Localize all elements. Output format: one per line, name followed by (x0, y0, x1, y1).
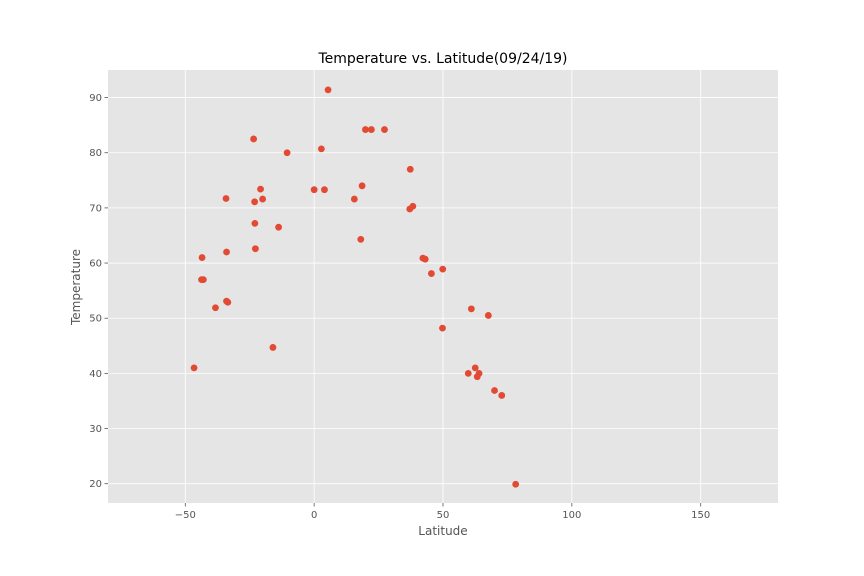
data-point (269, 344, 277, 351)
data-point (252, 245, 259, 253)
y-axis-label: Temperature (69, 249, 83, 326)
data-point (464, 369, 472, 377)
data-point (324, 86, 332, 94)
data-point (251, 219, 259, 227)
data-points (190, 86, 520, 488)
data-point (357, 235, 365, 243)
grid-lines (108, 70, 778, 503)
data-point (358, 182, 366, 190)
data-point (484, 312, 492, 319)
y-tick-label: 20 (89, 479, 102, 490)
data-point (257, 185, 264, 193)
data-point (223, 248, 230, 256)
data-point (512, 480, 520, 488)
data-point (439, 324, 446, 332)
data-point (362, 126, 369, 133)
y-tick-label: 50 (89, 314, 102, 325)
data-point (310, 186, 318, 194)
data-point (259, 195, 267, 203)
data-point (250, 135, 257, 143)
data-point (421, 255, 429, 263)
data-point (224, 298, 232, 306)
data-point (198, 254, 206, 261)
data-point (212, 304, 219, 312)
data-point (198, 276, 205, 284)
y-tick-label: 30 (89, 424, 102, 435)
data-point (283, 149, 291, 157)
x-tick-label: 50 (437, 510, 450, 521)
data-point (439, 265, 447, 273)
y-tick-label: 40 (89, 369, 102, 380)
data-point (409, 202, 417, 210)
y-axis-ticks: 20 30 40 50 60 70 80 90 (89, 93, 108, 490)
x-tick-label: 0 (311, 510, 317, 521)
data-point (275, 223, 282, 231)
data-point (222, 195, 230, 202)
y-tick-label: 80 (89, 148, 102, 159)
data-point (471, 364, 479, 372)
data-point (190, 364, 198, 372)
data-point (473, 373, 481, 381)
y-tick-label: 60 (89, 259, 102, 270)
data-point (317, 145, 325, 153)
data-point (428, 270, 435, 277)
data-point (367, 126, 375, 133)
data-point (406, 165, 414, 173)
x-tick-label: 150 (691, 510, 710, 521)
data-point (251, 198, 259, 206)
data-point (321, 186, 328, 194)
y-tick-label: 70 (89, 203, 102, 214)
x-tick-label: −50 (175, 510, 196, 521)
x-axis-label: Latitude (418, 524, 467, 538)
data-point (467, 305, 475, 313)
chart-title: Temperature vs. Latitude(09/24/19) (317, 51, 567, 67)
data-point (491, 387, 498, 394)
data-point (350, 195, 358, 203)
x-axis-ticks: −50 0 50 100 150 (175, 503, 710, 521)
data-point (381, 126, 388, 133)
y-tick-label: 90 (89, 93, 102, 104)
x-tick-label: 100 (562, 510, 581, 521)
data-point (498, 392, 506, 399)
